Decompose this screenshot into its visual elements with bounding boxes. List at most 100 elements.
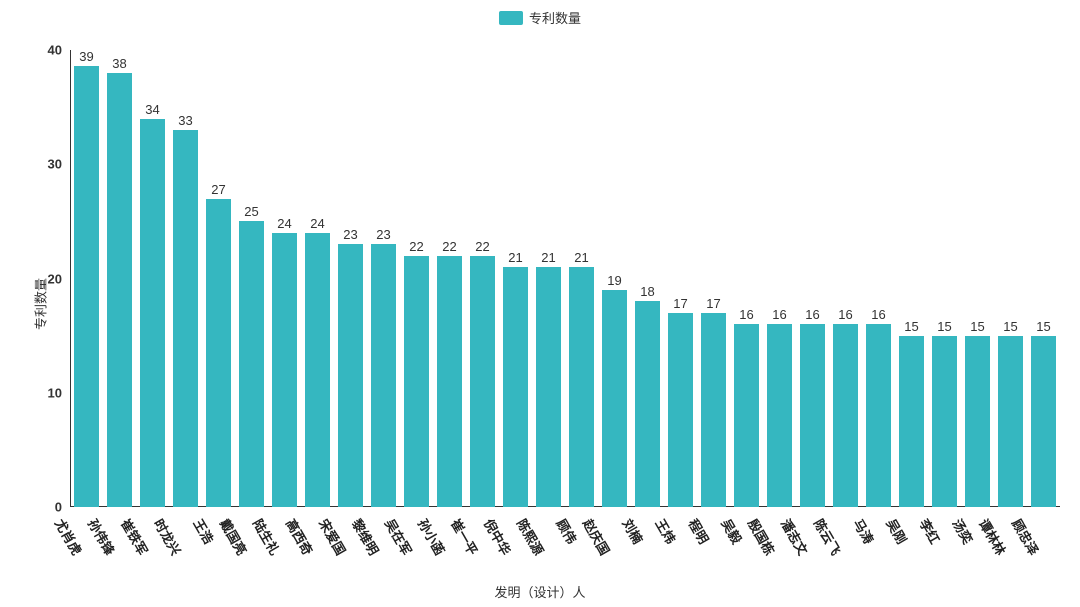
bar-value-label: 22 <box>475 240 489 253</box>
bar-value-label: 16 <box>739 308 753 321</box>
plot-area: 01020304039尤肖虎38孙伟锋34崔铁军33时龙兴27王浩25戴国亮24… <box>70 50 1060 507</box>
bar <box>371 244 397 507</box>
x-axis-title: 发明（设计）人 <box>494 582 585 601</box>
bar-value-label: 23 <box>343 228 357 241</box>
bar <box>800 324 826 507</box>
legend: 专利数量 <box>499 8 581 27</box>
bar-slot: 39尤肖虎 <box>70 50 103 507</box>
x-tick-label: 宋爱国 <box>315 515 351 558</box>
bar <box>206 199 232 507</box>
bar-value-label: 15 <box>1003 320 1017 333</box>
bar-slot: 15汤奕 <box>961 50 994 507</box>
x-tick-label: 倪中华 <box>480 515 516 558</box>
y-tick-label: 10 <box>48 385 62 400</box>
bar <box>998 336 1024 507</box>
bar-value-label: 17 <box>706 297 720 310</box>
bar-value-label: 15 <box>904 320 918 333</box>
y-tick-label: 30 <box>48 157 62 172</box>
x-tick-label: 吴刚 <box>882 515 911 547</box>
bar-value-label: 16 <box>805 308 819 321</box>
x-tick-label: 潘志文 <box>777 515 813 558</box>
x-tick-label: 黎维明 <box>348 515 384 558</box>
legend-label: 专利数量 <box>529 8 581 27</box>
bar <box>305 233 331 507</box>
bar-value-label: 25 <box>244 205 258 218</box>
x-tick-label: 李红 <box>915 515 944 547</box>
x-tick-label: 时龙兴 <box>150 515 186 558</box>
bar <box>173 130 199 507</box>
y-tick-label: 0 <box>55 500 62 515</box>
bar-slot: 22吴在军 <box>400 50 433 507</box>
x-tick-label: 吴在军 <box>381 515 417 558</box>
bar-value-label: 16 <box>871 308 885 321</box>
bar-slot: 15李红 <box>928 50 961 507</box>
bar <box>338 244 364 507</box>
bar-value-label: 16 <box>838 308 852 321</box>
bar <box>470 256 496 507</box>
bar-value-label: 15 <box>1036 320 1050 333</box>
bar <box>833 324 859 507</box>
x-tick-label: 吴毅 <box>717 515 746 547</box>
bar <box>602 290 628 507</box>
x-tick-label: 程明 <box>684 515 713 547</box>
bar-value-label: 27 <box>211 183 225 196</box>
x-tick-label: 戴国亮 <box>216 515 252 558</box>
bar-slot: 17程明 <box>697 50 730 507</box>
bar-value-label: 21 <box>508 251 522 264</box>
bar-slot: 34崔铁军 <box>136 50 169 507</box>
x-tick-label: 崔一平 <box>447 515 483 558</box>
bar-slot: 17王炜 <box>664 50 697 507</box>
bar <box>866 324 892 507</box>
x-tick-label: 刘楠 <box>618 515 647 547</box>
bar-value-label: 38 <box>112 57 126 70</box>
bar-value-label: 21 <box>574 251 588 264</box>
bar-slot: 15顾忠泽 <box>1027 50 1060 507</box>
bar-slot: 15谭林林 <box>994 50 1027 507</box>
bar-slot: 16殷国栋 <box>763 50 796 507</box>
bar-slot: 16吴毅 <box>730 50 763 507</box>
bar <box>1031 336 1057 507</box>
bar-slot: 22孙小菡 <box>433 50 466 507</box>
x-tick-label: 汤奕 <box>948 515 977 547</box>
bar-value-label: 17 <box>673 297 687 310</box>
x-tick-label: 陈熙源 <box>513 515 549 558</box>
x-tick-label: 陆生礼 <box>249 515 285 558</box>
bar-slot: 38孙伟锋 <box>103 50 136 507</box>
bar-value-label: 39 <box>79 50 93 63</box>
bar-slot: 25戴国亮 <box>235 50 268 507</box>
bar <box>932 336 958 507</box>
bar-slot: 18刘楠 <box>631 50 664 507</box>
bar <box>140 119 166 507</box>
bar-value-label: 34 <box>145 103 159 116</box>
x-tick-label: 陈云飞 <box>810 515 846 558</box>
x-tick-label: 顾忠泽 <box>1008 515 1044 558</box>
bar <box>536 267 562 507</box>
bar <box>272 233 298 507</box>
bar <box>701 313 727 507</box>
x-tick-label: 孙小菡 <box>414 515 450 558</box>
bars-row: 39尤肖虎38孙伟锋34崔铁军33时龙兴27王浩25戴国亮24陆生礼24高西奇2… <box>70 50 1060 507</box>
bar-slot: 21顾伟 <box>565 50 598 507</box>
bar <box>503 267 529 507</box>
bar-value-label: 16 <box>772 308 786 321</box>
bar-value-label: 15 <box>970 320 984 333</box>
bar-value-label: 15 <box>937 320 951 333</box>
bar-slot: 22崔一平 <box>466 50 499 507</box>
bar-slot: 24高西奇 <box>301 50 334 507</box>
x-tick-label: 孙伟锋 <box>84 515 120 558</box>
bar <box>668 313 694 507</box>
bar <box>635 301 661 507</box>
bar-slot: 16马涛 <box>862 50 895 507</box>
x-tick-label: 谭林林 <box>975 515 1011 558</box>
bar-slot: 23宋爱国 <box>334 50 367 507</box>
bar <box>107 73 133 507</box>
x-tick-label: 高西奇 <box>282 515 318 558</box>
bar-slot: 16陈云飞 <box>829 50 862 507</box>
bar-slot: 23黎维明 <box>367 50 400 507</box>
x-tick-label: 马涛 <box>849 515 878 547</box>
chart-container: 专利数量 专利数量 发明（设计）人 01020304039尤肖虎38孙伟锋34崔… <box>0 0 1080 607</box>
x-tick-label: 殷国栋 <box>744 515 780 558</box>
bar <box>239 221 265 507</box>
x-tick-label: 王浩 <box>189 515 218 547</box>
bar <box>734 324 760 507</box>
